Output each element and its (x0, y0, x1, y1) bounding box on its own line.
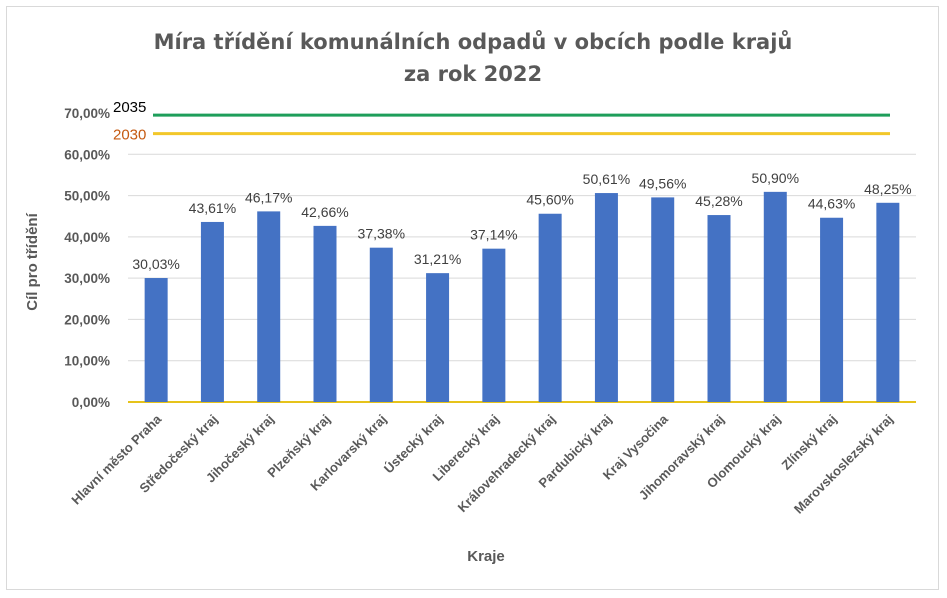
data-label: 49,56% (639, 175, 686, 191)
x-axis-title: Kraje (467, 548, 505, 565)
bar (257, 211, 281, 402)
y-tick-label: 60,00% (64, 147, 110, 162)
data-label: 42,66% (301, 204, 348, 220)
x-tick-label: Zlínský kraj (778, 412, 839, 473)
bars (144, 191, 900, 402)
reference-line-label: 2035 (113, 99, 146, 116)
data-label: 50,90% (752, 170, 799, 186)
x-tick-label: Hlavní město Praha (68, 411, 164, 507)
y-tick-label: 0,00% (72, 395, 110, 410)
data-label: 50,61% (583, 171, 630, 187)
y-axis-title: Cíl pro třídění (24, 212, 41, 310)
bar (876, 202, 900, 402)
chart-title-line2: za rok 2022 (404, 62, 542, 86)
bar (482, 248, 506, 402)
data-label: 37,38% (358, 226, 405, 242)
bar (369, 247, 393, 402)
y-tick-label: 50,00% (64, 189, 110, 204)
bar (144, 278, 168, 402)
chart-title-line1: Míra třídění komunálních odpadů v obcích… (154, 30, 793, 54)
bar (707, 215, 731, 402)
y-tick-label: 70,00% (64, 106, 110, 121)
bar (594, 193, 618, 402)
data-label: 43,61% (189, 200, 236, 216)
data-label: 48,25% (864, 181, 911, 197)
bar (538, 213, 562, 402)
data-label: 45,28% (695, 193, 742, 209)
y-tick-label: 30,00% (64, 271, 110, 286)
reference-lines: 2035 2030 (113, 99, 890, 144)
bar (651, 197, 675, 402)
data-label: 37,14% (470, 227, 517, 243)
reference-line-label: 2030 (113, 127, 146, 144)
data-label: 44,63% (808, 196, 855, 212)
y-axis-ticks: 0,00% 10,00% 20,00% 30,00% 40,00% 50,00% 60,00… (64, 106, 110, 410)
y-tick-label: 40,00% (64, 230, 110, 245)
x-tick-label: Královehradecký kraj (455, 412, 559, 516)
data-label: 31,21% (414, 251, 461, 267)
y-tick-label: 10,00% (64, 354, 110, 369)
data-labels: 30,03% 43,61% 46,17% 42,66% 37,38% 31,21% 37,1… (132, 170, 911, 272)
bar (200, 221, 224, 402)
bar (820, 217, 844, 402)
bar (313, 225, 337, 402)
bar (763, 191, 787, 402)
x-tick-label: Marovskoslezský kraj (791, 412, 896, 517)
bar (426, 273, 450, 402)
data-label: 45,60% (526, 192, 573, 208)
y-tick-label: 20,00% (64, 312, 110, 327)
data-label: 46,17% (245, 189, 292, 205)
data-label: 30,03% (132, 256, 179, 272)
